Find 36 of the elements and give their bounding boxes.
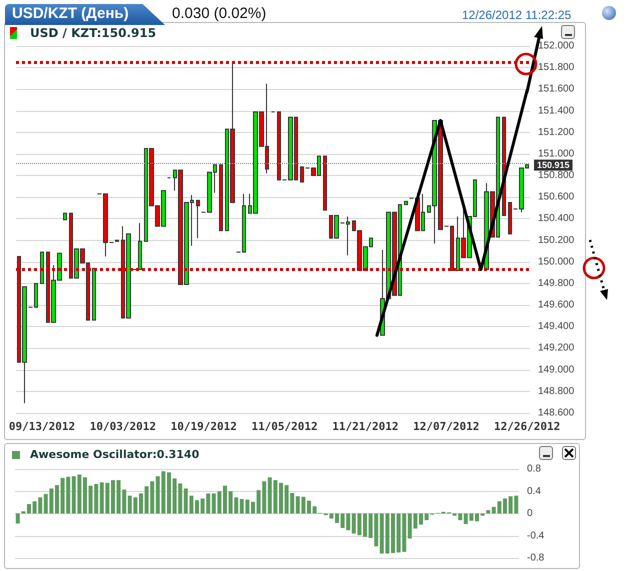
- y-tick-label: 149.600: [538, 300, 575, 311]
- y-tick-label: 0.8: [527, 464, 542, 474]
- y-tick-label: 151.800: [538, 62, 575, 74]
- chart-subtitle: 0.030 (0.02%): [172, 5, 266, 22]
- ref-line-label: 150.915: [537, 160, 570, 170]
- y-tick-label: 0: [527, 508, 533, 519]
- y-tick-label: 151.400: [538, 105, 575, 116]
- y-tick-label: 150.000: [538, 256, 575, 268]
- y-tick-label: 150.400: [538, 213, 575, 224]
- x-tick-label: 11/05/2012: [251, 420, 318, 433]
- text: USD / KZT:150.915: [30, 26, 156, 40]
- y-tick-label: 149.400: [538, 321, 575, 332]
- y-tick-label: 149.200: [538, 342, 575, 354]
- x-tick-label: 10/19/2012: [170, 420, 237, 433]
- x-tick-label: 11/21/2012: [332, 420, 399, 433]
- y-tick-label: -0.8: [527, 552, 545, 564]
- text: 12/26/2012 11:22:25: [462, 8, 572, 22]
- x-tick-label: 12/07/2012: [413, 420, 480, 433]
- y-tick-label: 148.600: [538, 408, 575, 418]
- chart-title: Awesome Oscillator:0.3140: [30, 448, 200, 461]
- y-tick-label: 151.600: [538, 84, 575, 95]
- y-tick-label: 150.200: [538, 234, 575, 246]
- chart-title: USD/KZT (День): [12, 5, 129, 22]
- y-tick-label: 149.000: [538, 364, 575, 376]
- y-tick-label: -0.4: [527, 530, 545, 542]
- x-tick-label: 12/26/2012: [494, 420, 560, 433]
- y-tick-label: 150.800: [538, 170, 575, 182]
- y-tick-label: 151.200: [538, 126, 575, 138]
- y-tick-label: 0.4: [527, 486, 542, 497]
- y-tick-label: 149.800: [538, 278, 575, 289]
- y-tick-label: 152.000: [538, 40, 575, 52]
- y-tick-label: 150.600: [538, 192, 575, 203]
- y-tick-label: 148.800: [538, 386, 575, 397]
- x-tick-label: 10/03/2012: [90, 420, 156, 433]
- y-tick-label: 151.000: [538, 148, 575, 160]
- x-tick-label: 09/13/2012: [8, 420, 76, 433]
